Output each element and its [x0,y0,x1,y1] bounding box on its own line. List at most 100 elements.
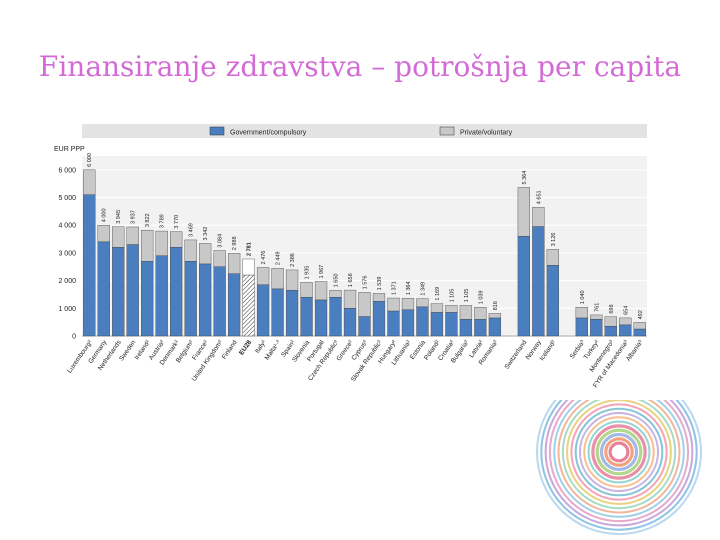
bar-private [285,269,299,291]
logo-ring [591,424,647,480]
bar-value-label: 3 937 [131,210,137,224]
bar-value-label: 1 105 [464,289,470,303]
bar-private [199,243,212,265]
bar-government [126,244,139,337]
bar-value-label: 4 651 [536,190,542,204]
bar-private [97,225,110,243]
bar-government [517,236,530,337]
logo-ring [544,400,694,527]
bar-government [314,299,328,337]
bar-value-label: 1 539 [377,277,383,291]
x-tick-label: Malta¹·² [264,338,283,361]
bar-value-label: 3 084 [218,234,224,248]
bar-private [314,281,328,301]
logo-ring [536,400,702,535]
bar-value-label: 816 [493,301,499,310]
logo-ring [557,400,681,514]
bar-value-label: 1 169 [435,287,441,301]
bar-government [112,247,125,337]
x-tick-label: Finland [221,339,239,361]
bar-value-label: 1 349 [420,282,426,296]
bar-government [445,312,458,337]
bar-private [329,290,342,298]
bar-government [227,273,241,337]
bar-government [358,316,371,337]
logo-ring [574,407,664,497]
bar-value-label: 761 [594,303,600,312]
x-tick-label: Italy² [254,338,268,354]
bar-private [445,305,458,313]
logo-ring [583,416,655,488]
bar-government [343,308,357,337]
bar-private [141,229,154,262]
logo-ring [566,400,672,505]
bar-government [416,306,429,337]
logo-ring [587,420,651,484]
legend-label-private: Private/voluntary [460,130,513,137]
bar-value-label: 1 105 [449,289,455,303]
bar-government [401,309,415,337]
bar-private [430,303,444,313]
bar-private [590,314,603,320]
bar-value-label: 6 000 [87,153,93,167]
bar-government [372,301,386,337]
logo-ring [599,432,639,472]
legend-box [82,124,647,138]
bar-value-label: 1 039 [478,290,484,304]
logo-ring [604,437,634,467]
bar-government [213,266,226,337]
bar-government [459,319,473,337]
x-tick-label: Switzerland [503,339,528,371]
bar-value-label: 3 469 [189,223,195,237]
bar-private [604,316,617,327]
bar-private [213,250,226,267]
logo-ring [548,400,690,523]
bar-private [112,226,125,248]
bar-value-label: 5 364 [522,171,528,185]
bar-value-label: 3 945 [116,210,122,224]
y-tick-label: 0 [72,334,76,341]
y-tick-label: 2 000 [58,278,76,285]
logo-ring [561,400,677,510]
bar-government [83,194,96,337]
bar-government [575,317,588,337]
legend-swatch-private [439,126,455,136]
logo-ring [579,412,659,492]
bar-private [372,293,386,302]
bar-government [170,247,183,337]
bar-government [619,324,632,337]
bar-private [83,169,96,195]
concentric-circles-logo [536,400,702,535]
bar-private [416,298,429,308]
bar-value-label: 2 386 [290,253,296,267]
y-tick-label: 4 000 [58,223,76,230]
bar-value-label: 698 [609,304,615,313]
bar-private [271,267,284,290]
bar-government [474,319,487,337]
bar-value-label: 2 476 [261,251,267,265]
legend-label-government: Government/compulsory [230,130,307,137]
bar-private [227,253,241,274]
bar-value-label: 3 789 [160,214,166,228]
bar-value-label: 1 967 [319,265,325,279]
bar-private [633,322,646,330]
bar-government [184,261,197,337]
logo-ring [570,403,668,501]
logo-core [613,446,625,458]
bar-value-label: 3 342 [203,227,209,241]
y-tick-label: 1 000 [58,306,76,313]
bar-private [488,313,502,319]
bar-value-label: 654 [623,306,629,315]
bar-value-label: 1 935 [305,266,311,280]
bar-government [285,290,299,337]
logo-ring [540,400,698,531]
bar-government [488,317,502,337]
bar-private [184,239,197,262]
bar-value-label: 2 988 [232,236,238,250]
bar-private [300,282,313,298]
x-tick-label: EU28 [238,339,253,357]
bar-government [141,261,154,337]
bar-value-label: 3 822 [145,213,151,227]
bar-government [590,319,603,337]
bar-private [401,298,415,310]
